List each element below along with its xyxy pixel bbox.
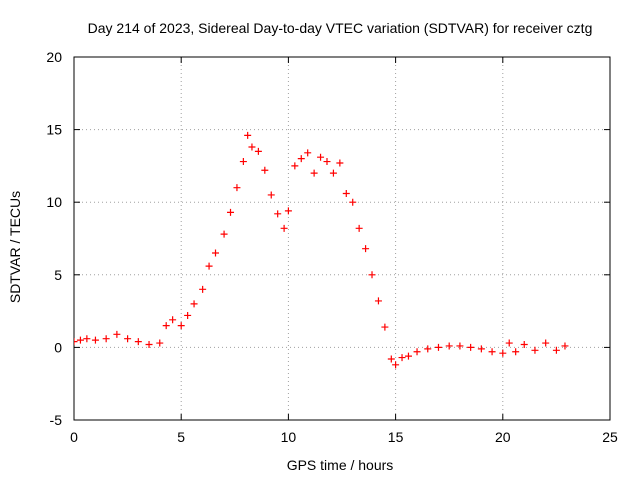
data-point [169,316,177,324]
data-point [291,162,299,170]
data-point [102,335,110,343]
data-point [488,348,496,356]
data-point [274,210,282,218]
data-point [267,191,275,199]
data-point [83,335,91,343]
data-point [467,343,475,351]
axes-frame [73,56,611,421]
data-point [145,340,153,348]
data-point [374,297,382,305]
data-point [254,147,262,155]
data-point [445,342,453,350]
data-point [227,208,235,216]
data-point [156,339,164,347]
plot-frame [73,56,611,421]
data-point [244,131,252,139]
grid-layer [74,57,610,420]
data-point [387,355,395,363]
data-point [349,198,357,206]
data-point [392,361,400,369]
data-point [304,149,312,157]
data-point [239,158,247,166]
y-tick-label: 20 [46,49,62,65]
x-tick-label: 20 [495,429,511,445]
data-point [113,330,121,338]
chart-title: Day 214 of 2023, Sidereal Day-to-day VTE… [88,20,593,36]
data-point [434,343,442,351]
y-axis-label: SDTVAR / TECUs [7,191,23,303]
data-point [248,143,256,151]
data-point [261,166,269,174]
x-axis-label: GPS time / hours [287,457,394,473]
data-point [323,158,331,166]
data-point [531,346,539,354]
data-point [329,169,337,177]
data-point [505,339,513,347]
data-point [212,249,220,257]
data-point [220,230,228,238]
data-point [477,345,485,353]
y-tick-label: 10 [46,194,62,210]
data-point [362,245,370,253]
x-tick-label: 5 [177,429,185,445]
data-point [561,342,569,350]
y-tick-label: 0 [54,339,62,355]
data-point [512,348,520,356]
data-point [368,271,376,279]
x-tick-label: 10 [281,429,297,445]
data-point [74,338,78,346]
data-point [233,184,241,192]
data-point [381,323,389,331]
data-point [190,300,198,308]
data-point [205,262,213,270]
data-point [310,169,318,177]
x-tick-label: 15 [388,429,404,445]
data-point [499,349,507,357]
data-point [297,155,305,163]
data-point [162,322,170,330]
data-point [177,322,185,330]
data-point [355,224,363,232]
data-point [398,354,406,362]
data-point [76,336,84,344]
plot-area [74,131,569,369]
data-point [456,342,464,350]
data-point [91,336,99,344]
x-tick-label: 0 [70,429,78,445]
data-point [336,159,344,167]
data-point [404,352,412,360]
data-point [342,189,350,197]
data-point [424,345,432,353]
y-axis-ticks: -5 0 5 10 15 20 [46,49,610,428]
data-point [552,346,560,354]
data-point [520,340,528,348]
data-point [284,207,292,215]
data-point [542,339,550,347]
y-tick-label: 5 [54,267,62,283]
data-point [124,335,132,343]
y-tick-label: -5 [50,412,63,428]
data-point [184,311,192,319]
series-cztg [74,131,569,369]
x-axis-ticks: 0 5 10 15 20 25 [70,57,618,445]
data-point [199,285,207,293]
data-point [134,338,142,346]
y-tick-label: 15 [46,122,62,138]
data-point [413,348,421,356]
data-point [317,153,325,161]
x-tick-label: 25 [602,429,618,445]
data-point [280,224,288,232]
